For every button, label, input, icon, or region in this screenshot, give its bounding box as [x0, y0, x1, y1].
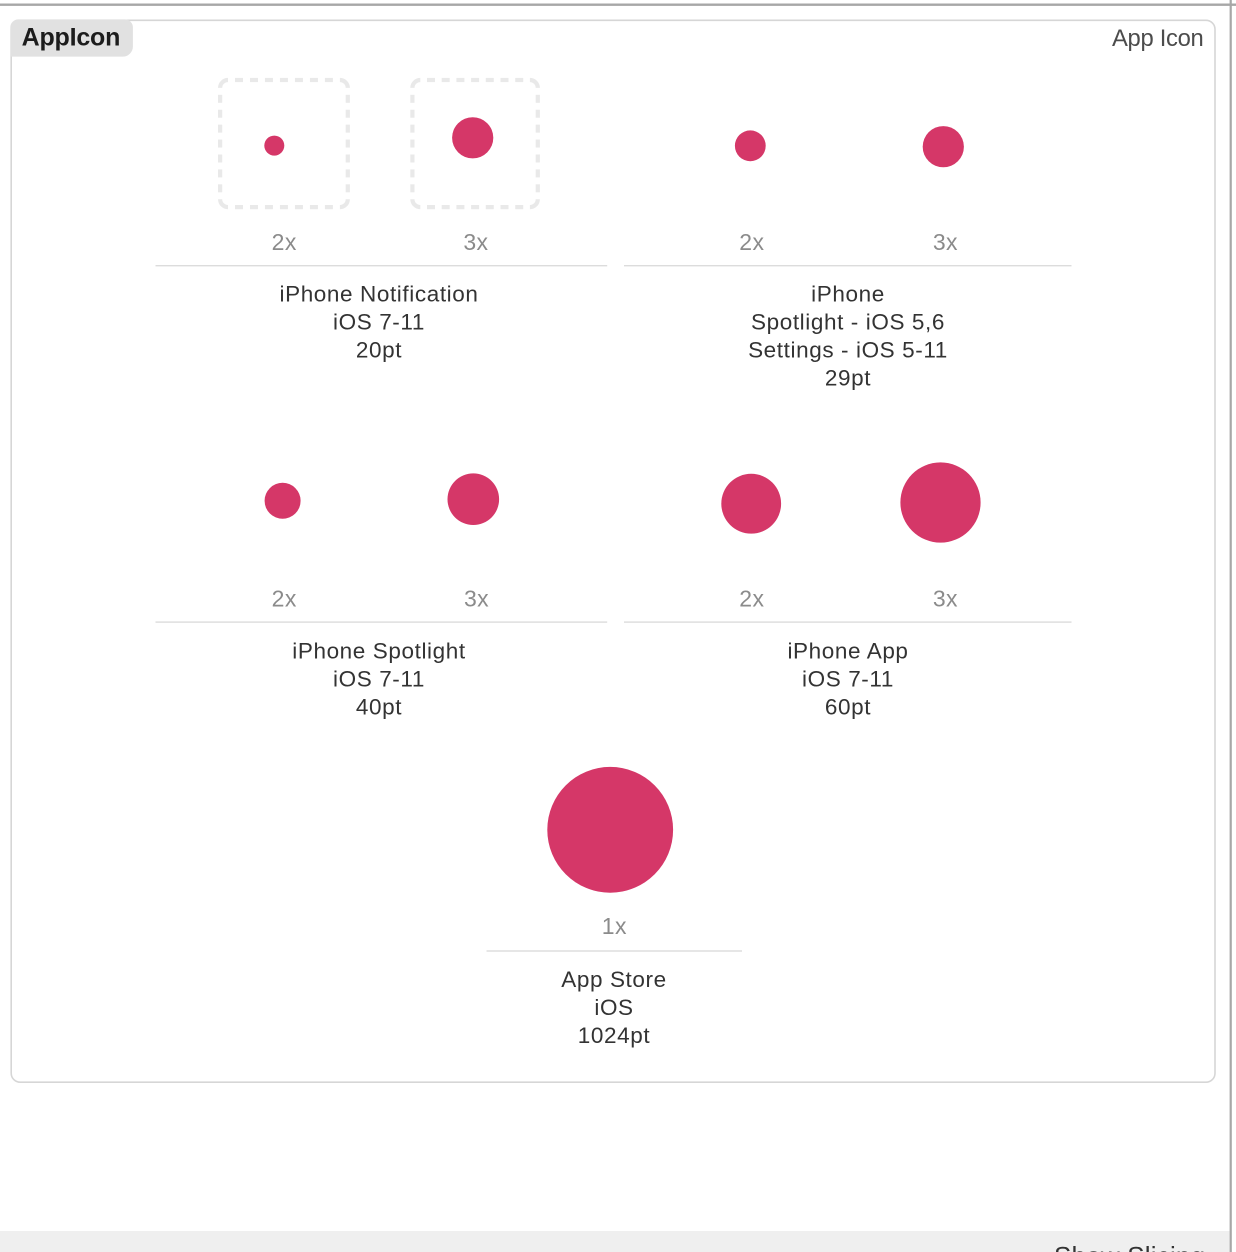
- svg-text:3x: 3x: [933, 586, 958, 612]
- svg-text:iOS 7-11: iOS 7-11: [333, 310, 425, 335]
- svg-text:3x: 3x: [933, 229, 958, 255]
- svg-text:2x: 2x: [739, 229, 764, 255]
- svg-text:3x: 3x: [463, 229, 488, 255]
- svg-text:2x: 2x: [272, 229, 297, 255]
- svg-text:App Store: App Store: [561, 967, 666, 992]
- svg-text:Settings - iOS 5-11: Settings - iOS 5-11: [748, 338, 948, 363]
- svg-text:29pt: 29pt: [825, 366, 871, 391]
- svg-text:AppIcon: AppIcon: [22, 24, 121, 52]
- svg-text:iPhone App: iPhone App: [787, 638, 908, 663]
- svg-text:iPhone: iPhone: [811, 282, 885, 307]
- svg-text:iPhone Notification: iPhone Notification: [279, 282, 478, 307]
- svg-text:2x: 2x: [272, 586, 297, 612]
- svg-text:iOS: iOS: [594, 995, 633, 1020]
- svg-text:40pt: 40pt: [356, 694, 402, 719]
- svg-text:iOS 7-11: iOS 7-11: [802, 666, 894, 691]
- svg-text:Show Slicing: Show Slicing: [1054, 1241, 1205, 1252]
- svg-text:iPhone Spotlight: iPhone Spotlight: [292, 638, 466, 663]
- svg-text:iOS 7-11: iOS 7-11: [333, 666, 425, 691]
- svg-text:Spotlight - iOS 5,6: Spotlight - iOS 5,6: [751, 310, 945, 335]
- svg-text:20pt: 20pt: [356, 338, 402, 363]
- svg-text:1x: 1x: [602, 913, 627, 939]
- svg-text:App Icon: App Icon: [1112, 25, 1204, 52]
- svg-text:2x: 2x: [739, 586, 764, 612]
- svg-text:3x: 3x: [464, 586, 489, 612]
- svg-text:60pt: 60pt: [825, 694, 871, 719]
- svg-text:1024pt: 1024pt: [578, 1023, 651, 1048]
